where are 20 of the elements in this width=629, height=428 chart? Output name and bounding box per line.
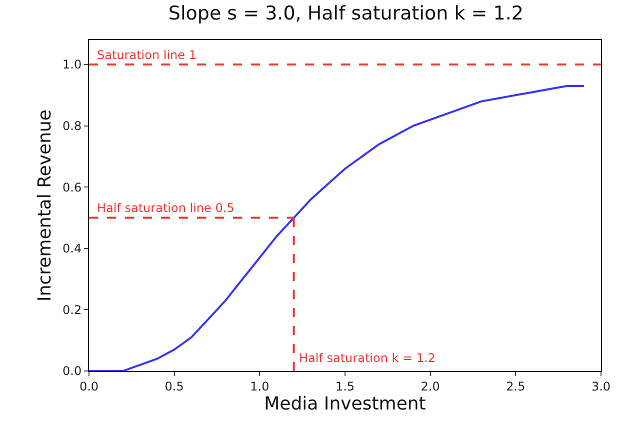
x-tick-label: 2.5 bbox=[506, 379, 526, 394]
x-tick-label: 0.0 bbox=[79, 379, 99, 394]
line-series bbox=[89, 84, 585, 371]
x-tick-label: 0.5 bbox=[164, 379, 184, 394]
x-tick-label: 1.0 bbox=[250, 379, 270, 394]
y-tick-label: 0.8 bbox=[62, 119, 82, 134]
y-axis-title: Incremental Revenue bbox=[34, 110, 56, 302]
ref-line-label: Half saturation k = 1.2 bbox=[299, 351, 436, 365]
ref-line-label: Half saturation line 0.5 bbox=[97, 201, 234, 215]
y-tick-label: 0.4 bbox=[62, 242, 82, 256]
ref-line-label: Saturation line 1 bbox=[97, 48, 196, 62]
x-tick-label: 1.5 bbox=[335, 379, 355, 394]
x-tick-label: 2.0 bbox=[420, 379, 440, 394]
y-tick-label: 0.0 bbox=[62, 364, 82, 378]
chart-title: Slope s = 3.0, Half saturation k = 1.2 bbox=[168, 2, 524, 25]
y-tick-label: 0.6 bbox=[62, 180, 82, 194]
x-tick-label: 3.0 bbox=[591, 379, 611, 394]
y-tick-label: 1.0 bbox=[62, 58, 82, 72]
y-tick-label: 0.2 bbox=[62, 302, 82, 317]
x-axis-title: Media Investment bbox=[264, 394, 426, 414]
